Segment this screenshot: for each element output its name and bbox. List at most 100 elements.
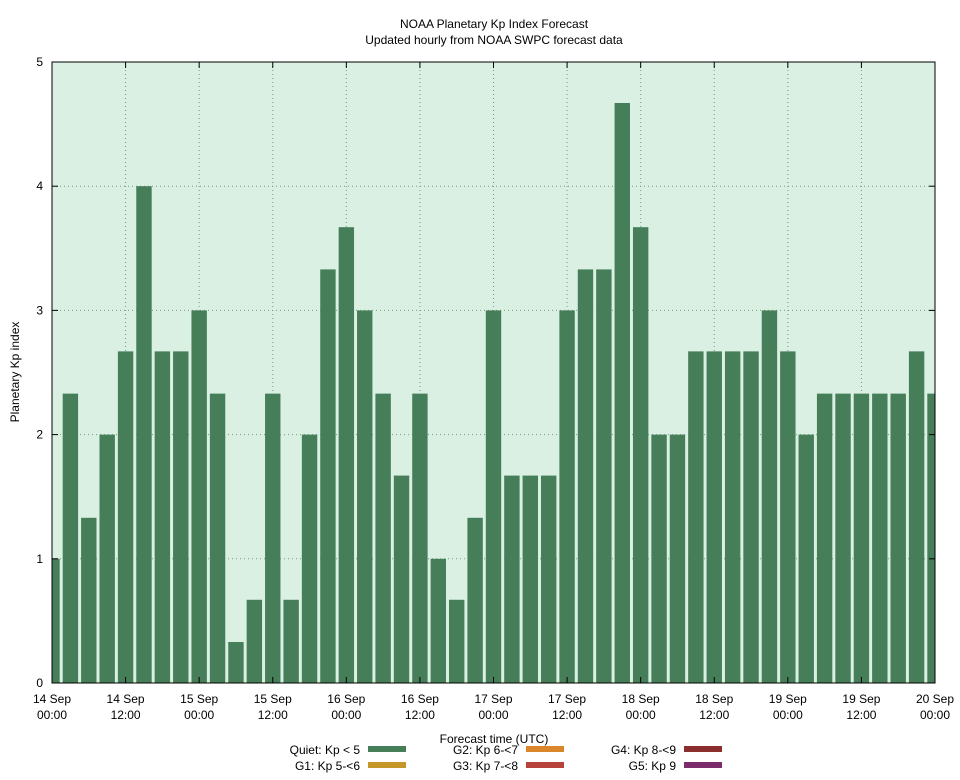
x-tick-label-2-time: 00:00	[184, 708, 214, 722]
chart-title: NOAA Planetary Kp Index Forecast	[400, 17, 589, 31]
bar-41	[798, 434, 814, 683]
x-tick-label-0-time: 00:00	[37, 708, 67, 722]
x-tick-label-5-date: 16 Sep	[401, 692, 439, 706]
bar-20	[412, 393, 428, 683]
x-tick-label-8-time: 00:00	[626, 708, 656, 722]
x-tick-label-2-date: 15 Sep	[180, 692, 218, 706]
bar-24	[485, 310, 502, 683]
bar-37	[724, 351, 741, 683]
x-tick-label-12-date: 20 Sep	[916, 692, 954, 706]
bar-18	[375, 393, 391, 683]
y-tick-label-5: 5	[36, 55, 43, 69]
bar-39	[761, 310, 778, 683]
bar-25	[504, 475, 520, 683]
legend-label-0: Quiet: Kp < 5	[290, 743, 361, 757]
x-tick-label-12-time: 00:00	[920, 708, 950, 722]
x-tick-label-10-date: 19 Sep	[769, 692, 807, 706]
chart-subtitle: Updated hourly from NOAA SWPC forecast d…	[365, 33, 623, 47]
bar-38	[743, 351, 759, 683]
bar-9	[209, 393, 226, 683]
legend-swatch-5	[684, 762, 722, 768]
bar-33	[651, 434, 667, 683]
bar-23	[467, 517, 483, 683]
x-tick-label-1-date: 14 Sep	[107, 692, 145, 706]
y-axis-label: Planetary Kp index	[8, 322, 22, 423]
legend-swatch-2	[526, 746, 564, 752]
legend-label-1: G1: Kp 5-<6	[295, 759, 360, 773]
legend: Quiet: Kp < 5 G1: Kp 5-<6 G2: Kp 6-<7 G3: K…	[290, 743, 722, 773]
axis-ticks	[51, 61, 936, 684]
x-tick-label-11-date: 19 Sep	[842, 692, 880, 706]
bar-14	[301, 434, 318, 683]
x-tick-label-4-time: 00:00	[331, 708, 361, 722]
bar-17	[357, 310, 373, 683]
x-tick-label-3-time: 12:00	[258, 708, 288, 722]
bar-16	[338, 227, 355, 683]
bar-7	[173, 351, 189, 683]
x-tick-label-7-date: 17 Sep	[548, 692, 586, 706]
bar-22	[449, 599, 465, 683]
x-tick-label-11-time: 12:00	[846, 708, 876, 722]
bar-34	[669, 434, 686, 683]
bar-3	[99, 434, 115, 683]
bar-30	[596, 269, 612, 683]
bar-10	[228, 642, 244, 683]
legend-label-2: G2: Kp 6-<7	[453, 743, 518, 757]
y-tick-labels: 0 1 2 3 4 5	[36, 55, 43, 690]
bar-8	[191, 310, 207, 683]
bar-48	[927, 393, 935, 683]
legend-label-3: G3: Kp 7-<8	[453, 759, 518, 773]
y-tick-label-1: 1	[36, 552, 43, 566]
x-tick-label-10-time: 00:00	[773, 708, 803, 722]
bar-11	[246, 599, 263, 683]
y-tick-label-3: 3	[36, 303, 43, 317]
y-tick-label-2: 2	[36, 428, 43, 442]
bar-40	[780, 351, 796, 683]
x-tick-label-4-date: 16 Sep	[327, 692, 365, 706]
bar-32	[632, 227, 649, 683]
bar-29	[577, 269, 594, 683]
bar-13	[283, 599, 299, 683]
x-tick-label-8-date: 18 Sep	[622, 692, 660, 706]
bar-5	[136, 186, 152, 683]
x-tick-label-7-time: 12:00	[552, 708, 582, 722]
x-tick-label-6-time: 00:00	[478, 708, 508, 722]
x-tick-label-9-time: 12:00	[699, 708, 729, 722]
bar-47	[908, 351, 925, 683]
bar-27	[540, 475, 557, 683]
bar-6	[154, 351, 171, 683]
y-tick-label-4: 4	[36, 179, 43, 193]
bar-12	[265, 393, 281, 683]
bar-42	[816, 393, 833, 683]
legend-swatch-3	[526, 762, 564, 768]
x-axis-label: Forecast time (UTC)	[440, 732, 549, 746]
x-tick-label-9-date: 18 Sep	[695, 692, 733, 706]
bar-15	[320, 269, 336, 683]
x-tick-labels: 14 Sep 00:00 14 Sep 12:00 15 Sep 00:00 15 Sep 1…	[33, 692, 954, 722]
x-tick-label-6-date: 17 Sep	[474, 692, 512, 706]
bar-2	[81, 517, 97, 683]
bar-45	[872, 393, 888, 683]
bar-0	[52, 558, 60, 683]
legend-label-4: G4: Kp 8-<9	[611, 743, 676, 757]
x-tick-label-0-date: 14 Sep	[33, 692, 71, 706]
bar-35	[688, 351, 704, 683]
bar-28	[559, 310, 575, 683]
x-tick-label-5-time: 12:00	[405, 708, 435, 722]
bars	[52, 102, 935, 683]
bar-31	[614, 102, 630, 683]
bar-46	[890, 393, 906, 683]
x-tick-label-1-time: 12:00	[111, 708, 141, 722]
x-tick-label-3-date: 15 Sep	[254, 692, 292, 706]
bar-4	[117, 351, 134, 683]
bar-19	[393, 475, 410, 683]
y-tick-label-0: 0	[36, 676, 43, 690]
legend-swatch-0	[368, 746, 406, 752]
legend-swatch-4	[684, 746, 722, 752]
legend-label-5: G5: Kp 9	[629, 759, 677, 773]
bar-43	[835, 393, 851, 683]
bar-36	[706, 351, 722, 683]
bar-1	[62, 393, 79, 683]
bar-21	[430, 558, 447, 683]
